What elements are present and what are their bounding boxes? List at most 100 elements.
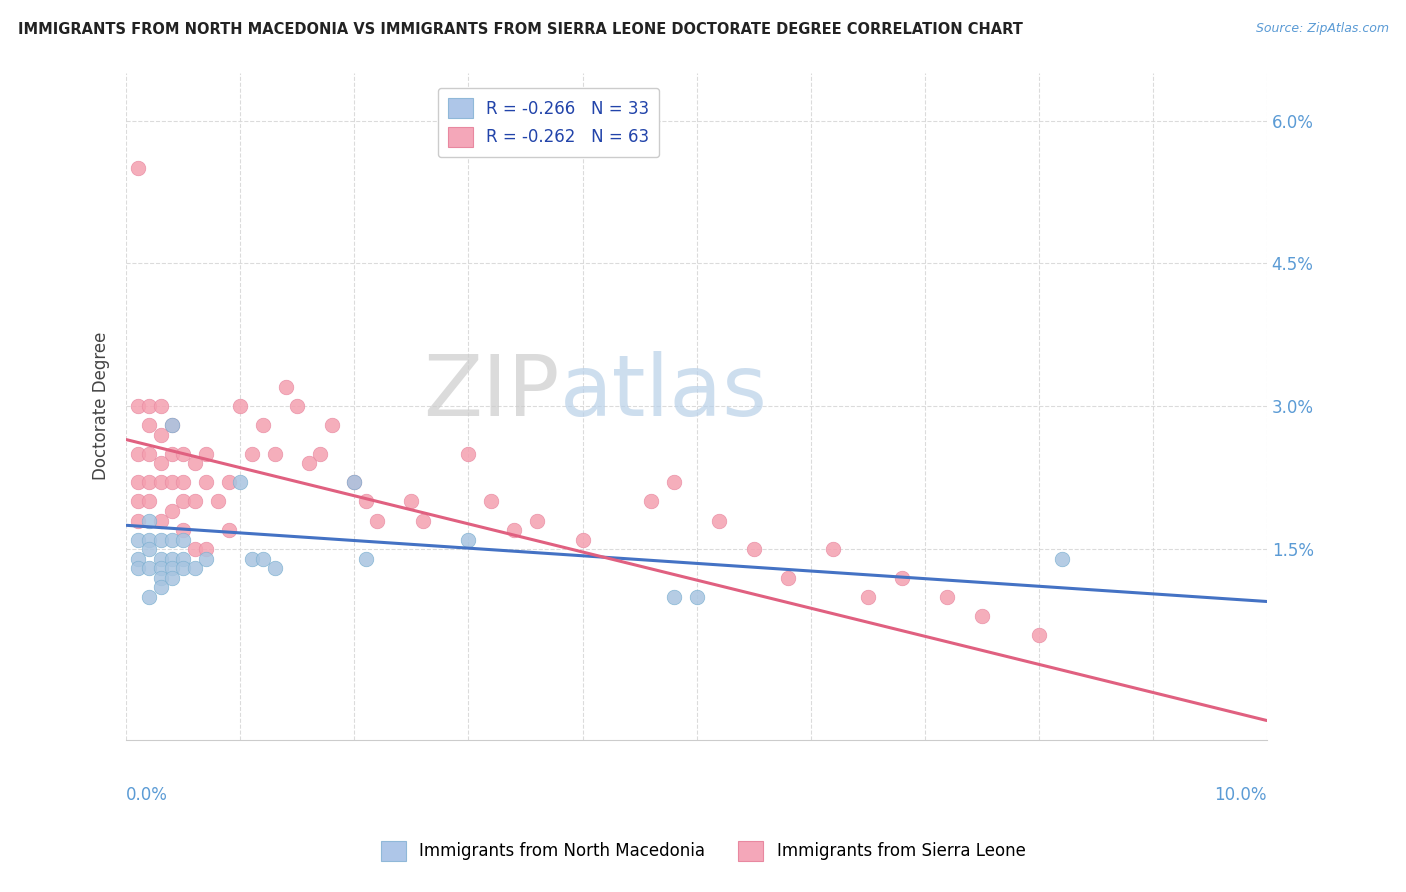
Text: Source: ZipAtlas.com: Source: ZipAtlas.com [1256, 22, 1389, 36]
Point [172, 551, 194, 566]
Point [354, 494, 377, 508]
Point [160, 551, 183, 566]
Point [149, 551, 172, 566]
Point [195, 475, 218, 490]
Point [172, 494, 194, 508]
Point [172, 533, 194, 547]
Point [172, 523, 194, 537]
Point [149, 457, 172, 471]
Point [503, 523, 526, 537]
Point [823, 542, 845, 557]
Text: ZIP: ZIP [423, 351, 560, 434]
Point [127, 494, 149, 508]
Point [160, 504, 183, 518]
Point [149, 514, 172, 528]
Point [149, 475, 172, 490]
Point [184, 494, 207, 508]
Point [709, 514, 731, 528]
Point [184, 457, 207, 471]
Point [127, 561, 149, 575]
Point [184, 542, 207, 557]
Point [776, 571, 799, 585]
Point [127, 533, 149, 547]
Point [138, 590, 160, 604]
Point [970, 608, 993, 623]
Point [160, 475, 183, 490]
Point [138, 533, 160, 547]
Point [571, 533, 593, 547]
Point [401, 494, 423, 508]
Point [218, 523, 240, 537]
Point [321, 418, 343, 433]
Point [640, 494, 662, 508]
Point [138, 447, 160, 461]
Point [742, 542, 765, 557]
Point [127, 399, 149, 413]
Point [172, 561, 194, 575]
Point [1050, 551, 1073, 566]
Point [252, 418, 274, 433]
Point [138, 494, 160, 508]
Point [149, 561, 172, 575]
Point [195, 542, 218, 557]
Point [138, 418, 160, 433]
Point [662, 590, 685, 604]
Point [160, 561, 183, 575]
Y-axis label: Doctorate Degree: Doctorate Degree [93, 332, 110, 481]
Text: 10.0%: 10.0% [1215, 786, 1267, 805]
Point [149, 427, 172, 442]
Text: atlas: atlas [560, 351, 768, 434]
Point [229, 399, 252, 413]
Point [287, 399, 309, 413]
Point [457, 533, 479, 547]
Point [160, 447, 183, 461]
Point [138, 399, 160, 413]
Point [274, 380, 297, 394]
Point [1028, 628, 1050, 642]
Point [127, 551, 149, 566]
Point [366, 514, 388, 528]
Point [354, 551, 377, 566]
Point [127, 514, 149, 528]
Point [218, 475, 240, 490]
Point [149, 580, 172, 594]
Point [936, 590, 959, 604]
Point [263, 561, 285, 575]
Point [412, 514, 434, 528]
Point [160, 418, 183, 433]
Point [195, 551, 218, 566]
Point [309, 447, 332, 461]
Point [160, 418, 183, 433]
Point [138, 561, 160, 575]
Point [149, 571, 172, 585]
Point [240, 551, 263, 566]
Point [160, 571, 183, 585]
Text: IMMIGRANTS FROM NORTH MACEDONIA VS IMMIGRANTS FROM SIERRA LEONE DOCTORATE DEGREE: IMMIGRANTS FROM NORTH MACEDONIA VS IMMIG… [18, 22, 1024, 37]
Legend: R = -0.266   N = 33, R = -0.262   N = 63: R = -0.266 N = 33, R = -0.262 N = 63 [437, 88, 659, 157]
Point [457, 447, 479, 461]
Point [127, 475, 149, 490]
Point [149, 533, 172, 547]
Point [184, 561, 207, 575]
Point [479, 494, 502, 508]
Point [343, 475, 366, 490]
Point [263, 447, 285, 461]
Point [138, 542, 160, 557]
Point [172, 475, 194, 490]
Point [890, 571, 912, 585]
Point [526, 514, 548, 528]
Point [240, 447, 263, 461]
Text: 0.0%: 0.0% [127, 786, 169, 805]
Point [160, 533, 183, 547]
Point [662, 475, 685, 490]
Point [172, 447, 194, 461]
Point [149, 399, 172, 413]
Point [127, 161, 149, 176]
Point [343, 475, 366, 490]
Point [138, 514, 160, 528]
Point [127, 447, 149, 461]
Point [195, 447, 218, 461]
Point [229, 475, 252, 490]
Legend: Immigrants from North Macedonia, Immigrants from Sierra Leone: Immigrants from North Macedonia, Immigra… [374, 834, 1032, 868]
Point [252, 551, 274, 566]
